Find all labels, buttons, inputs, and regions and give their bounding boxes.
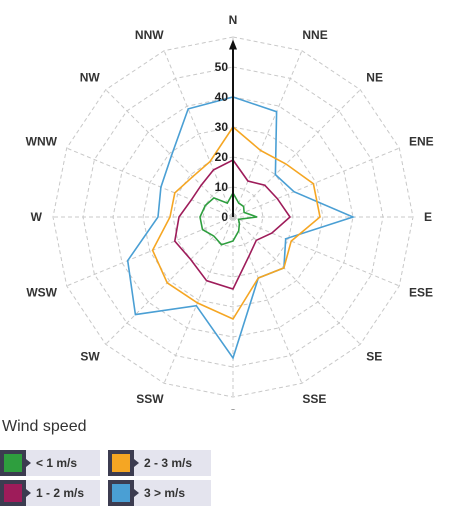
grid-spoke [163, 50, 234, 218]
radial-tick-labels: 0 10 20 30 40 50 [215, 60, 229, 224]
direction-label-wnw: WNW [26, 135, 58, 149]
legend-arrow-icon [134, 459, 139, 467]
grid-spoke [232, 216, 303, 384]
legend-swatch [4, 484, 22, 502]
radial-grid [52, 36, 414, 398]
legend-title: Wind speed [2, 418, 87, 435]
north-arrow-icon [229, 39, 237, 50]
legend-item-gt3[interactable]: 3 > m/s [108, 480, 211, 506]
direction-label-nnw: NNW [135, 28, 164, 42]
legend-arrow-icon [26, 489, 31, 497]
grid-spoke [232, 147, 400, 218]
legend-label: 3 > m/s [144, 486, 186, 500]
series-line-1[interactable] [173, 158, 292, 290]
legend-swatch [4, 454, 22, 472]
direction-label-w: W [31, 210, 43, 224]
series-line-2[interactable] [151, 125, 321, 321]
legend-item-2-3[interactable]: 2 - 3 m/s [108, 450, 211, 476]
north-axis [229, 39, 237, 217]
grid-spoke [232, 89, 361, 218]
radial-tick-label: 30 [215, 120, 229, 134]
grid-spoke [232, 216, 400, 287]
radial-tick-label: 40 [215, 90, 229, 104]
direction-label-sse: SSE [302, 392, 326, 406]
radial-tick-label: 20 [215, 150, 229, 164]
radial-tick-label: 10 [215, 180, 229, 194]
wind-rose-chart: N NNE NE ENE E ESE SE SSE S SSW SW WSW W WNW NW NNW 0 10… [26, 13, 434, 410]
grid-spoke [105, 89, 234, 218]
grid-ring [52, 36, 414, 398]
direction-label-ssw: SSW [136, 392, 164, 406]
direction-label-nne: NNE [302, 28, 327, 42]
radial-tick-label: 0 [221, 210, 228, 224]
direction-label-wsw: WSW [26, 285, 57, 299]
radial-tick-label: 50 [215, 60, 229, 74]
direction-label-ene: ENE [409, 135, 434, 149]
direction-label-s: S [229, 407, 237, 410]
grid-spoke [66, 216, 234, 287]
legend-label: < 1 m/s [36, 456, 78, 470]
legend-swatch [112, 484, 130, 502]
direction-labels: N NNE NE ENE E ESE SE SSE S SSW SW WSW W WNW NW NNW [26, 13, 434, 410]
direction-label-se: SE [366, 349, 382, 363]
series-layer [126, 96, 356, 360]
legend-item-lt1[interactable]: < 1 m/s [0, 450, 100, 476]
grid-spoke [232, 50, 303, 218]
direction-label-ese: ESE [409, 285, 433, 299]
series-line-3[interactable] [126, 96, 356, 360]
direction-label-ne: NE [366, 71, 383, 85]
grid-ring [82, 66, 384, 368]
grid-spoke [105, 216, 234, 345]
legend-item-1-2[interactable]: 1 - 2 m/s [0, 480, 100, 506]
direction-label-e: E [424, 210, 432, 224]
legend-label: 1 - 2 m/s [36, 486, 85, 500]
legend-arrow-icon [134, 489, 139, 497]
series-line-0[interactable] [199, 191, 258, 246]
direction-label-sw: SW [80, 349, 100, 363]
legend-swatch [112, 454, 130, 472]
direction-label-nw: NW [80, 71, 101, 85]
direction-label-n: N [229, 13, 238, 27]
grid-ring [142, 126, 324, 308]
legend-arrow-icon [26, 459, 31, 467]
grid-spoke [232, 216, 361, 345]
legend-label: 2 - 3 m/s [144, 456, 193, 470]
